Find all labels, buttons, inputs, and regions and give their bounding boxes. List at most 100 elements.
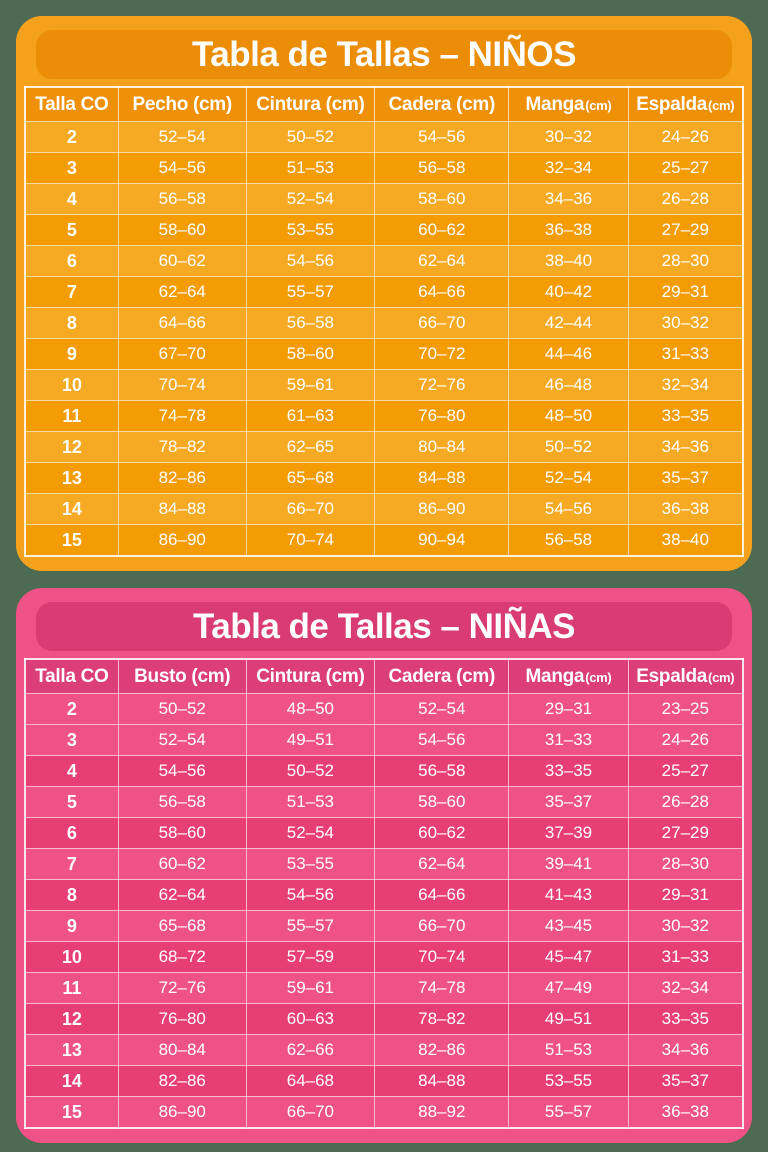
size-cell: 13 <box>24 462 119 494</box>
measure-cell: 26–28 <box>627 786 744 818</box>
measure-cell: 34–36 <box>508 183 629 215</box>
unit-label: (cm) <box>325 665 365 687</box>
measure-cell: 48–50 <box>508 400 629 432</box>
measure-cell: 70–72 <box>374 338 510 370</box>
ninas-page-title: Tabla de Tallas – NIÑAS <box>192 606 576 646</box>
size-cell: 4 <box>24 183 119 215</box>
measure-cell: 51–53 <box>245 786 376 818</box>
measure-cell: 80–84 <box>117 1034 247 1066</box>
measure-cell: 53–55 <box>245 848 376 880</box>
measure-cell: 46–48 <box>508 369 629 401</box>
ninas-size-row-7: 7 60–62 53–55 62–64 39–41 28–30 <box>24 848 744 880</box>
unit-label: (cm) <box>708 97 735 113</box>
measure-cell: 39–41 <box>508 848 629 880</box>
measure-cell: 66–70 <box>245 493 376 525</box>
measure-cell: 26–28 <box>627 183 744 215</box>
ninas-table-header: Talla CO Busto (cm) Cintura (cm) Cadera (cm… <box>24 658 744 694</box>
measure-cell: 56–58 <box>374 755 510 787</box>
ninas-size-row-12: 12 76–80 60–63 78–82 49–51 33–35 <box>24 1003 744 1035</box>
measure-cell: 78–82 <box>374 1003 510 1035</box>
measure-cell: 50–52 <box>245 121 376 153</box>
measure-cell: 55–57 <box>245 276 376 308</box>
measure-cell: 42–44 <box>508 307 629 339</box>
measure-cell: 34–36 <box>627 1034 744 1066</box>
measure-cell: 31–33 <box>627 941 744 973</box>
size-cell: 14 <box>24 493 119 525</box>
size-cell: 13 <box>24 1034 119 1066</box>
unit-label: (cm) <box>193 93 232 115</box>
unit-label: (cm) <box>585 97 612 113</box>
measure-cell: 56–58 <box>117 183 247 215</box>
column-header-cadera: Cadera (cm) <box>374 86 510 122</box>
measure-cell: 30–32 <box>627 910 744 942</box>
size-cell: 6 <box>24 245 119 277</box>
size-cell: 4 <box>24 755 119 787</box>
measure-cell: 70–74 <box>117 369 247 401</box>
column-header-cadera: Cadera (cm) <box>374 658 510 694</box>
ninos-size-row-14: 14 84–88 66–70 86–90 54–56 36–38 <box>24 493 744 525</box>
measure-cell: 44–46 <box>508 338 629 370</box>
measure-cell: 37–39 <box>508 817 629 849</box>
measure-cell: 50–52 <box>508 431 629 463</box>
size-cell: 9 <box>24 338 119 370</box>
ninas-size-row-15: 15 86–90 66–70 88–92 55–57 36–38 <box>24 1096 744 1129</box>
measure-cell: 65–68 <box>117 910 247 942</box>
measure-cell: 25–27 <box>627 152 744 184</box>
measure-cell: 23–25 <box>627 693 744 725</box>
measure-cell: 41–43 <box>508 879 629 911</box>
size-cell: 5 <box>24 214 119 246</box>
measure-cell: 70–74 <box>374 941 510 973</box>
measure-cell: 58–60 <box>374 183 510 215</box>
column-header-talla-co: Talla CO <box>24 658 119 694</box>
column-header-pecho: Pecho (cm) <box>117 86 247 122</box>
column-header-talla-co: Talla CO <box>24 86 119 122</box>
size-cell: 8 <box>24 879 119 911</box>
measure-cell: 38–40 <box>508 245 629 277</box>
measure-cell: 56–58 <box>508 524 629 557</box>
measure-cell: 80–84 <box>374 431 510 463</box>
size-cell: 12 <box>24 431 119 463</box>
measure-cell: 52–54 <box>117 724 247 756</box>
measure-cell: 52–54 <box>245 817 376 849</box>
measure-cell: 31–33 <box>508 724 629 756</box>
measure-cell: 86–90 <box>117 1096 247 1129</box>
measure-cell: 84–88 <box>374 1065 510 1097</box>
measure-cell: 58–60 <box>374 786 510 818</box>
unit-label: (cm) <box>585 669 612 685</box>
ninas-size-row-9: 9 65–68 55–57 66–70 43–45 30–32 <box>24 910 744 942</box>
measure-cell: 40–42 <box>508 276 629 308</box>
ninos-page-title: Tabla de Tallas – NIÑOS <box>192 34 577 74</box>
ninas-size-row-14: 14 82–86 64–68 84–88 53–55 35–37 <box>24 1065 744 1097</box>
column-header-cintura: Cintura (cm) <box>245 658 376 694</box>
measure-cell: 72–76 <box>117 972 247 1004</box>
size-cell: 5 <box>24 786 119 818</box>
measure-cell: 62–64 <box>374 245 510 277</box>
measure-cell: 64–66 <box>374 276 510 308</box>
measure-cell: 56–58 <box>245 307 376 339</box>
measure-cell: 76–80 <box>374 400 510 432</box>
measure-cell: 50–52 <box>117 693 247 725</box>
unit-label: (cm) <box>325 93 365 115</box>
measure-cell: 78–82 <box>117 431 247 463</box>
measure-cell: 28–30 <box>627 848 744 880</box>
ninos-size-row-15: 15 86–90 70–74 90–94 56–58 38–40 <box>24 524 744 557</box>
measure-cell: 52–54 <box>245 183 376 215</box>
measure-cell: 86–90 <box>374 493 510 525</box>
measure-cell: 54–56 <box>374 724 510 756</box>
measure-cell: 84–88 <box>117 493 247 525</box>
ninas-size-chart-panel: Tabla de Tallas – NIÑAS Talla CO Busto (c… <box>16 588 752 1143</box>
size-cell: 6 <box>24 817 119 849</box>
measure-cell: 50–52 <box>245 755 376 787</box>
size-cell: 10 <box>24 941 119 973</box>
size-cell: 10 <box>24 369 119 401</box>
unit-label: (cm) <box>191 665 231 687</box>
ninos-size-chart-panel: Tabla de Tallas – NIÑOS Talla CO Pecho (c… <box>16 16 752 571</box>
measure-cell: 58–60 <box>117 214 247 246</box>
measure-cell: 60–62 <box>117 848 247 880</box>
measure-cell: 82–86 <box>374 1034 510 1066</box>
measure-cell: 54–56 <box>245 245 376 277</box>
measure-cell: 66–70 <box>245 1096 376 1129</box>
measure-cell: 57–59 <box>245 941 376 973</box>
size-cell: 9 <box>24 910 119 942</box>
ninas-size-row-13: 13 80–84 62–66 82–86 51–53 34–36 <box>24 1034 744 1066</box>
